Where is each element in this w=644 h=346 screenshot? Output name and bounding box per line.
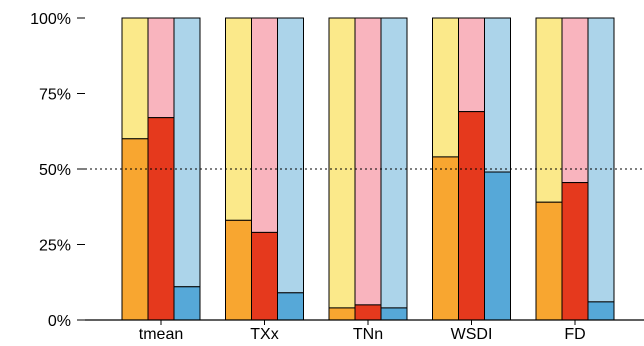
x-tick-label-fd: FD xyxy=(564,326,585,343)
x-tick-label-wsdi: WSDI xyxy=(451,326,493,343)
x-tick-label-tnn: TNn xyxy=(353,326,383,343)
x-tick-label-txx: TXx xyxy=(250,326,278,343)
bar-value-wsdi-s1 xyxy=(432,156,459,321)
bar-value-tnn-s2 xyxy=(354,304,382,321)
bar-remainder-tnn-s1 xyxy=(328,17,356,309)
bar-remainder-tmean-s1 xyxy=(121,17,149,140)
bar-remainder-fd-s2 xyxy=(561,17,589,184)
y-tick-label: 0% xyxy=(48,313,71,330)
bar-remainder-fd-s3 xyxy=(587,17,615,303)
y-tick-label: 100% xyxy=(30,11,71,28)
bar-value-txx-s3 xyxy=(277,292,304,321)
bar-remainder-wsdi-s2 xyxy=(458,17,485,113)
bar-remainder-txx-s2 xyxy=(251,17,278,233)
bar-value-tmean-s3 xyxy=(173,286,201,321)
bar-remainder-tnn-s3 xyxy=(380,17,408,309)
bar-remainder-txx-s1 xyxy=(225,17,252,221)
bar-value-tmean-s2 xyxy=(147,117,175,321)
x-axis-category-labels: tmean TXx TNn WSDI FD xyxy=(139,320,586,343)
y-tick-label: 25% xyxy=(39,238,71,255)
bar-value-tmean-s1 xyxy=(121,138,149,321)
bar-value-wsdi-s3 xyxy=(484,171,511,321)
y-axis-ticks: 0% 25% 50% 75% 100% xyxy=(30,11,85,330)
bar-value-fd-s2 xyxy=(561,182,589,321)
bar-remainder-tmean-s3 xyxy=(173,17,201,288)
x-tick-label-tmean: tmean xyxy=(139,326,183,343)
bar-remainder-tnn-s2 xyxy=(354,17,382,306)
bar-value-wsdi-s2 xyxy=(458,111,485,321)
bar-value-tnn-s1 xyxy=(328,307,356,321)
bar-value-txx-s2 xyxy=(251,231,278,321)
bar-value-fd-s1 xyxy=(535,201,563,321)
bar-value-txx-s1 xyxy=(225,219,252,321)
bar-remainder-tmean-s2 xyxy=(147,17,175,119)
bar-remainder-fd-s1 xyxy=(535,17,563,203)
bar-remainder-wsdi-s1 xyxy=(432,17,459,158)
bar-remainder-wsdi-s3 xyxy=(484,17,511,173)
y-tick-label: 75% xyxy=(39,87,71,104)
bar-value-fd-s3 xyxy=(587,301,615,321)
bars-layer xyxy=(121,17,615,321)
bar-value-tnn-s3 xyxy=(380,307,408,321)
y-tick-label: 50% xyxy=(39,162,71,179)
bar-remainder-txx-s3 xyxy=(277,17,304,294)
